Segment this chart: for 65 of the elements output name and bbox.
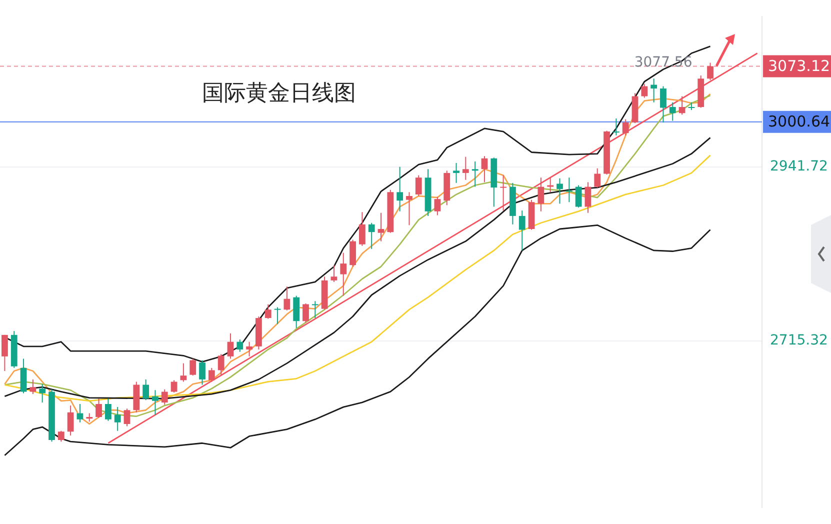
candlestick (312, 300, 318, 319)
candlestick (594, 168, 601, 188)
candlestick (462, 156, 469, 180)
candlestick (669, 102, 676, 122)
candlestick (378, 212, 384, 242)
candlestick (152, 390, 158, 416)
candlestick (190, 358, 196, 376)
candlestick (566, 177, 572, 203)
candlestick (218, 354, 224, 376)
candlestick (641, 83, 648, 98)
candlestick (180, 362, 187, 382)
candlestick (39, 384, 46, 403)
candlestick (104, 398, 112, 422)
candlestick (556, 178, 563, 204)
candlestick (612, 118, 620, 136)
candlestick (236, 339, 244, 352)
candlestick (518, 210, 526, 251)
candlestick (284, 286, 290, 311)
candlestick (30, 378, 36, 395)
candlestick (161, 388, 168, 406)
candlestick (622, 118, 629, 136)
y-tick-label: 2715.32 (770, 332, 828, 348)
candlestick (96, 398, 102, 418)
y-tick-label: 2941.72 (770, 158, 828, 175)
candlestick (434, 196, 441, 216)
candlestick (274, 306, 281, 325)
candlestick (358, 212, 366, 246)
candlestick (415, 174, 422, 196)
candlestick (76, 403, 84, 423)
candlestick (584, 182, 592, 214)
candlestick (650, 78, 658, 103)
candlestick (330, 264, 338, 282)
candlestick (678, 96, 686, 116)
candlestick (453, 162, 460, 184)
candlestick (208, 367, 215, 382)
candlestick (396, 166, 404, 212)
candlestick (170, 380, 178, 393)
candlestick (538, 177, 544, 212)
candlestick (2, 334, 8, 372)
candlestick (264, 304, 272, 320)
candlestick (246, 341, 252, 357)
candlestick (368, 222, 375, 250)
candlestick (406, 192, 412, 226)
candlestick (500, 174, 506, 212)
candlestick (660, 86, 666, 123)
candlestick (350, 239, 356, 268)
candlestick (227, 332, 234, 360)
candlestick (707, 62, 714, 81)
ref-line-label: 3000.64 (768, 112, 830, 131)
candlestick (481, 156, 488, 183)
ref-line-label: 3073.12 (768, 57, 830, 76)
candlestick (114, 406, 121, 432)
candlestick (67, 405, 74, 436)
candlestick (142, 378, 150, 401)
candlestick (293, 295, 300, 329)
candlestick (340, 252, 347, 296)
candlestick (302, 302, 309, 324)
candlestick (124, 408, 130, 427)
candlestick (472, 160, 478, 188)
candlestick (199, 360, 206, 386)
candlestick (547, 177, 554, 193)
candlestick (58, 430, 64, 442)
candlestick (20, 358, 27, 394)
text: 国际黄金日线图 (202, 80, 356, 108)
candlestick (575, 184, 582, 208)
